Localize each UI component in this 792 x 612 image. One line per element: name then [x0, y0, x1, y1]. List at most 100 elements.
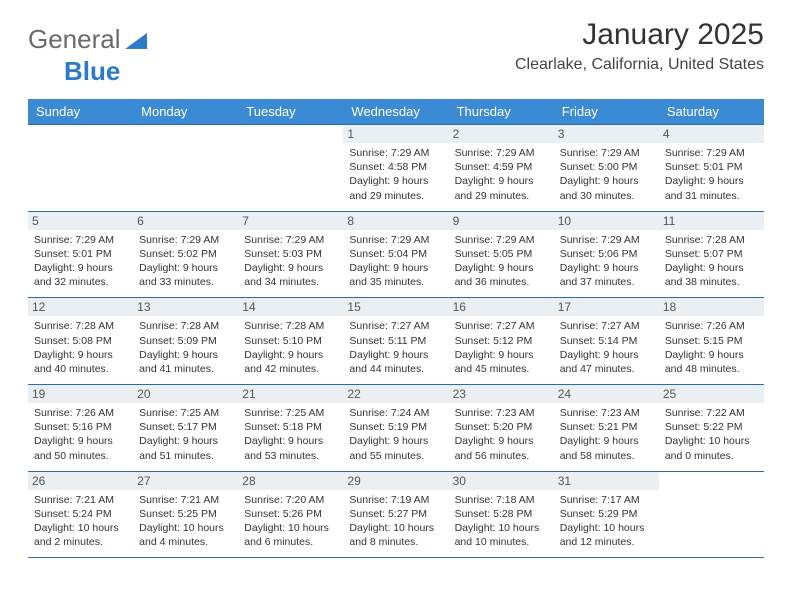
day-details: Sunrise: 7:28 AMSunset: 5:10 PMDaylight:…	[244, 319, 337, 376]
day-cell: 24 Sunrise: 7:23 AMSunset: 5:21 PMDayligh…	[554, 385, 659, 472]
day-header-wednesday: Wednesday	[343, 99, 448, 125]
day-number: 20	[133, 385, 238, 403]
day-number: 11	[659, 212, 764, 230]
day-cell: 22 Sunrise: 7:24 AMSunset: 5:19 PMDayligh…	[343, 385, 448, 472]
day-header-friday: Friday	[554, 99, 659, 125]
day-number: 30	[449, 472, 554, 490]
day-number: 18	[659, 298, 764, 316]
day-cell: 27 Sunrise: 7:21 AMSunset: 5:25 PMDayligh…	[133, 471, 238, 557]
day-details: Sunrise: 7:20 AMSunset: 5:26 PMDaylight:…	[244, 493, 337, 550]
day-number: 27	[133, 472, 238, 490]
day-number: 16	[449, 298, 554, 316]
day-cell: 19 Sunrise: 7:26 AMSunset: 5:16 PMDayligh…	[28, 385, 133, 472]
bottom-rule	[28, 557, 764, 558]
day-number: 8	[343, 212, 448, 230]
day-details: Sunrise: 7:29 AMSunset: 4:59 PMDaylight:…	[455, 146, 548, 203]
day-details: Sunrise: 7:29 AMSunset: 5:06 PMDaylight:…	[560, 233, 653, 290]
day-number: 21	[238, 385, 343, 403]
day-details: Sunrise: 7:18 AMSunset: 5:28 PMDaylight:…	[455, 493, 548, 550]
day-details: Sunrise: 7:21 AMSunset: 5:25 PMDaylight:…	[139, 493, 232, 550]
day-cell: 15 Sunrise: 7:27 AMSunset: 5:11 PMDayligh…	[343, 298, 448, 385]
day-number: 29	[343, 472, 448, 490]
day-details: Sunrise: 7:26 AMSunset: 5:16 PMDaylight:…	[34, 406, 127, 463]
week-row: 12 Sunrise: 7:28 AMSunset: 5:08 PMDayligh…	[28, 298, 764, 385]
day-details: Sunrise: 7:29 AMSunset: 5:02 PMDaylight:…	[139, 233, 232, 290]
day-cell: 16 Sunrise: 7:27 AMSunset: 5:12 PMDayligh…	[449, 298, 554, 385]
day-details: Sunrise: 7:27 AMSunset: 5:12 PMDaylight:…	[455, 319, 548, 376]
day-details: Sunrise: 7:29 AMSunset: 5:04 PMDaylight:…	[349, 233, 442, 290]
day-header-row: SundayMondayTuesdayWednesdayThursdayFrid…	[28, 99, 764, 125]
day-details: Sunrise: 7:28 AMSunset: 5:09 PMDaylight:…	[139, 319, 232, 376]
empty-cell	[238, 125, 343, 212]
week-row: 1 Sunrise: 7:29 AMSunset: 4:58 PMDaylight…	[28, 125, 764, 212]
day-header-sunday: Sunday	[28, 99, 133, 125]
day-cell: 21Sunrise: 7:25 AMSunset: 5:18 PMDayligh…	[238, 385, 343, 472]
day-details: Sunrise: 7:29 AMSunset: 5:01 PMDaylight:…	[34, 233, 127, 290]
day-number: 13	[133, 298, 238, 316]
day-cell: 30 Sunrise: 7:18 AMSunset: 5:28 PMDayligh…	[449, 471, 554, 557]
day-details: Sunrise: 7:24 AMSunset: 5:19 PMDaylight:…	[349, 406, 442, 463]
week-row: 19 Sunrise: 7:26 AMSunset: 5:16 PMDayligh…	[28, 385, 764, 472]
header: General January 2025 Clearlake, Californ…	[28, 18, 764, 74]
day-cell: 18 Sunrise: 7:26 AMSunset: 5:15 PMDayligh…	[659, 298, 764, 385]
day-number: 3	[554, 125, 659, 143]
week-row: 26Sunrise: 7:21 AMSunset: 5:24 PMDayligh…	[28, 471, 764, 557]
day-details: Sunrise: 7:23 AMSunset: 5:20 PMDaylight:…	[455, 406, 548, 463]
day-number: 19	[28, 385, 133, 403]
day-details: Sunrise: 7:28 AMSunset: 5:07 PMDaylight:…	[665, 233, 758, 290]
day-details: Sunrise: 7:28 AMSunset: 5:08 PMDaylight:…	[34, 319, 127, 376]
day-number: 5	[28, 212, 133, 230]
day-number: 12	[28, 298, 133, 316]
day-cell: 23Sunrise: 7:23 AMSunset: 5:20 PMDayligh…	[449, 385, 554, 472]
logo: General	[28, 18, 149, 55]
day-cell: 8 Sunrise: 7:29 AMSunset: 5:04 PMDaylight…	[343, 211, 448, 298]
logo-text-blue: Blue	[64, 56, 120, 86]
title-block: January 2025 Clearlake, California, Unit…	[515, 18, 764, 74]
day-details: Sunrise: 7:22 AMSunset: 5:22 PMDaylight:…	[665, 406, 758, 463]
logo-triangle-icon	[125, 31, 147, 51]
day-number: 7	[238, 212, 343, 230]
day-number: 9	[449, 212, 554, 230]
day-number: 28	[238, 472, 343, 490]
calendar-table: SundayMondayTuesdayWednesdayThursdayFrid…	[28, 99, 764, 557]
day-cell: 5 Sunrise: 7:29 AMSunset: 5:01 PMDaylight…	[28, 211, 133, 298]
day-cell: 3 Sunrise: 7:29 AMSunset: 5:00 PMDaylight…	[554, 125, 659, 212]
day-number: 6	[133, 212, 238, 230]
day-number: 22	[343, 385, 448, 403]
day-number: 1	[343, 125, 448, 143]
day-details: Sunrise: 7:23 AMSunset: 5:21 PMDaylight:…	[560, 406, 653, 463]
day-cell: 6 Sunrise: 7:29 AMSunset: 5:02 PMDaylight…	[133, 211, 238, 298]
day-number: 15	[343, 298, 448, 316]
empty-cell	[133, 125, 238, 212]
day-header-tuesday: Tuesday	[238, 99, 343, 125]
day-details: Sunrise: 7:27 AMSunset: 5:14 PMDaylight:…	[560, 319, 653, 376]
day-details: Sunrise: 7:26 AMSunset: 5:15 PMDaylight:…	[665, 319, 758, 376]
day-cell: 26Sunrise: 7:21 AMSunset: 5:24 PMDayligh…	[28, 471, 133, 557]
day-details: Sunrise: 7:29 AMSunset: 5:01 PMDaylight:…	[665, 146, 758, 203]
location: Clearlake, California, United States	[515, 56, 764, 74]
empty-cell	[28, 125, 133, 212]
day-details: Sunrise: 7:27 AMSunset: 5:11 PMDaylight:…	[349, 319, 442, 376]
day-cell: 28 Sunrise: 7:20 AMSunset: 5:26 PMDayligh…	[238, 471, 343, 557]
day-number: 10	[554, 212, 659, 230]
day-cell: 2 Sunrise: 7:29 AMSunset: 4:59 PMDaylight…	[449, 125, 554, 212]
day-cell: 14Sunrise: 7:28 AMSunset: 5:10 PMDayligh…	[238, 298, 343, 385]
day-cell: 13 Sunrise: 7:28 AMSunset: 5:09 PMDayligh…	[133, 298, 238, 385]
day-number: 24	[554, 385, 659, 403]
day-cell: 17Sunrise: 7:27 AMSunset: 5:14 PMDayligh…	[554, 298, 659, 385]
day-cell: 4Sunrise: 7:29 AMSunset: 5:01 PMDaylight…	[659, 125, 764, 212]
day-details: Sunrise: 7:29 AMSunset: 5:00 PMDaylight:…	[560, 146, 653, 203]
day-cell: 25 Sunrise: 7:22 AMSunset: 5:22 PMDayligh…	[659, 385, 764, 472]
day-details: Sunrise: 7:29 AMSunset: 5:03 PMDaylight:…	[244, 233, 337, 290]
day-cell: 9Sunrise: 7:29 AMSunset: 5:05 PMDaylight…	[449, 211, 554, 298]
day-details: Sunrise: 7:29 AMSunset: 4:58 PMDaylight:…	[349, 146, 442, 203]
day-number: 26	[28, 472, 133, 490]
day-number: 2	[449, 125, 554, 143]
day-number: 25	[659, 385, 764, 403]
day-cell: 12 Sunrise: 7:28 AMSunset: 5:08 PMDayligh…	[28, 298, 133, 385]
day-cell: 10 Sunrise: 7:29 AMSunset: 5:06 PMDayligh…	[554, 211, 659, 298]
week-row: 5 Sunrise: 7:29 AMSunset: 5:01 PMDaylight…	[28, 211, 764, 298]
logo-text-general: General	[28, 24, 121, 55]
month-title: January 2025	[515, 18, 764, 52]
day-cell: 29Sunrise: 7:19 AMSunset: 5:27 PMDayligh…	[343, 471, 448, 557]
